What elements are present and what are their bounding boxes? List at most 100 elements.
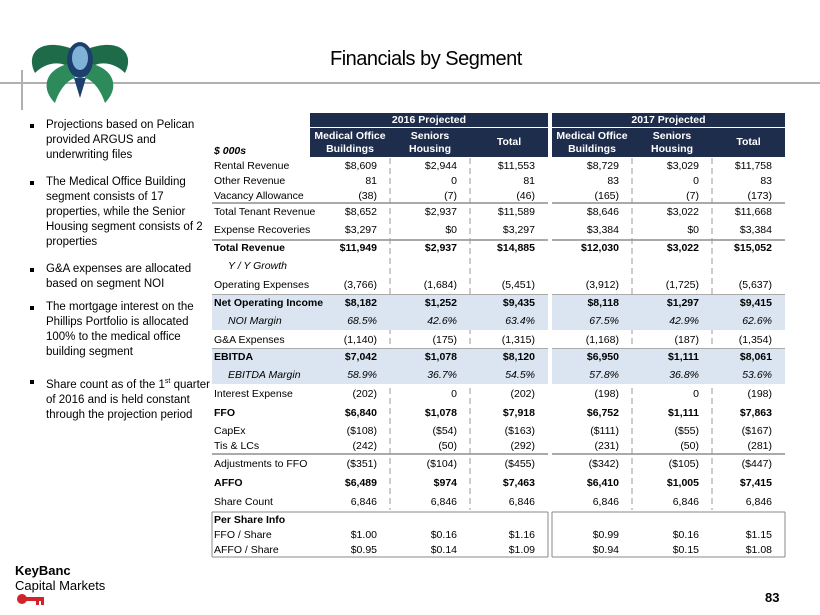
row-label: Adjustments to FFO [214,457,308,470]
row-label: Vacancy Allowance [214,189,304,202]
cell-value: $15,052 [734,242,772,254]
cell-value: (1,684) [423,279,457,291]
cell-value: $6,489 [344,476,377,489]
cell-value: $3,022 [666,205,699,218]
cell-value: $8,061 [739,351,772,363]
row-label: Rental Revenue [214,159,290,172]
row-label: FFO / Share [214,528,272,541]
cell-value: $1,252 [424,297,457,309]
column-header-line: Seniors [410,129,450,142]
row-shade [212,311,548,330]
cell-value: $7,863 [739,407,772,419]
bullet: Share count as of the 1st quarter of 201… [30,374,216,423]
cell-value: (202) [510,387,535,400]
cell-value: ($167) [741,424,772,437]
cell-value: $9,415 [739,297,772,309]
cell-value: 6,846 [430,496,457,508]
cell-value: ($111) [590,424,619,437]
row-label: Y / Y Growth [228,259,287,272]
cell-value: ($455) [504,457,535,470]
cell-value: $1,078 [424,351,457,363]
row-label: Total Revenue [214,242,285,254]
row-shade [552,311,785,330]
cell-value: (231) [594,440,619,452]
cell-value: ($342) [588,457,619,470]
cell-value: $8,182 [344,297,377,309]
cell-value: (281) [747,440,772,452]
cell-value: 0 [451,387,457,400]
cell-value: 83 [760,174,772,187]
cell-value: (1,168) [585,333,619,346]
cell-value: 0 [451,174,457,187]
cell-value: $2,937 [424,242,457,254]
column-header-line: Housing [409,142,451,155]
cell-value: $1.16 [508,528,535,541]
cell-value: $0.16 [672,528,699,541]
row-shade [552,295,785,311]
cell-value: ($351) [346,457,377,470]
cell-value: ($55) [674,424,699,437]
cell-value: (165) [594,189,619,202]
cell-value: ($105) [668,457,699,470]
cell-value: $8,609 [344,159,377,172]
logo [31,42,129,103]
cell-value: $3,297 [344,224,377,236]
cell-value: (242) [352,440,377,452]
cell-value: $7,415 [739,476,772,489]
cell-value: 54.5% [505,368,535,381]
cell-value: 58.9% [347,368,377,381]
bullet-text: Projections based on Pelican provided AR… [46,119,195,161]
cell-value: 81 [365,174,377,187]
cell-value: $0 [687,224,699,236]
cell-value: (1,354) [738,333,772,346]
cell-value: (198) [594,387,619,400]
cell-value: $8,652 [344,205,377,218]
cell-value: (1,315) [501,333,535,346]
page-number: 83 [765,590,780,605]
cell-value: ($104) [426,457,457,470]
group-header: 2016 Projected [310,113,548,127]
cell-value: (173) [747,189,772,202]
row-shade [552,349,785,365]
row-label: Other Revenue [214,174,286,187]
cell-value: $6,950 [586,351,619,363]
cell-value: $6,752 [586,407,619,419]
cell-value: $0.95 [350,543,377,556]
cell-value: 62.6% [742,314,772,327]
cell-value: $1,078 [424,407,457,419]
row-label: AFFO / Share [214,543,279,556]
bullet-text: quarter of 2016 and is held constant thr… [46,378,211,421]
column-header-line: Buildings [326,142,374,155]
cell-value: $0.99 [592,528,619,541]
row-shade [552,365,785,384]
row-label: Operating Expenses [214,279,310,291]
cell-value: (50) [680,440,699,452]
cell-value: $1,297 [666,297,699,309]
column-header: Total [470,128,548,157]
cell-value: $0.16 [430,528,457,541]
cell-value: $1,005 [666,476,699,489]
cell-value: (7) [444,189,457,202]
row-label: Interest Expense [214,387,293,400]
cell-value: $8,118 [587,297,619,309]
column-header-line: Housing [651,142,693,155]
row-label: Expense Recoveries [214,224,311,236]
bullet: G&A expenses are allocated based on segm… [30,262,216,292]
cell-value: (38) [358,189,377,202]
cell-value: (46) [516,189,535,202]
cell-value: ($163) [504,424,535,437]
cell-value: 67.5% [589,314,619,327]
column-header-line: Buildings [568,142,616,155]
cell-value: 68.5% [347,314,377,327]
brand: KeyBanc [15,563,71,578]
cell-value: $8,646 [586,205,619,218]
cell-value: $0.14 [430,543,457,556]
cell-value: $0.15 [672,543,699,556]
unit-label: $ 000s [214,145,247,157]
cell-value: $1,111 [668,407,699,419]
cell-value: $1.09 [508,543,535,556]
bullet-superscript: st [164,378,171,385]
cell-value: $6,840 [344,407,377,419]
cell-value: ($54) [432,424,457,437]
